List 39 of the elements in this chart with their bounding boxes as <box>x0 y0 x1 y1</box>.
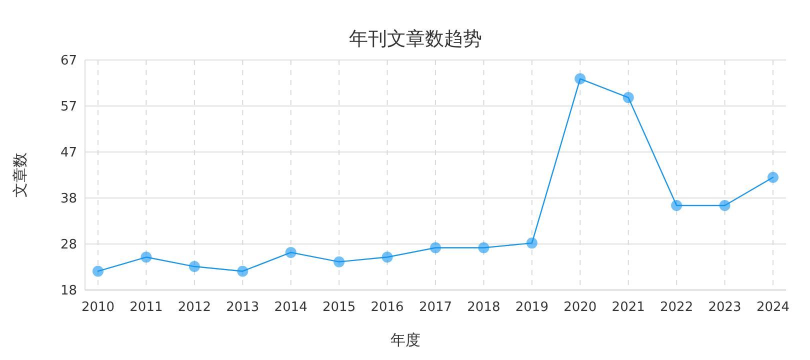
x-tick-label: 2021 <box>612 300 645 315</box>
x-tick-label: 2011 <box>130 300 163 315</box>
point <box>622 92 634 104</box>
point <box>285 246 296 258</box>
point <box>768 172 778 183</box>
x-tick-label: 2010 <box>81 300 115 315</box>
point <box>237 266 248 277</box>
x-tick-label: 2024 <box>756 300 790 315</box>
x-tick-label: 2017 <box>418 300 452 315</box>
x-tick-label: 2016 <box>370 300 404 315</box>
x-tick-label: 2019 <box>515 300 548 315</box>
point <box>574 73 586 84</box>
x-tick-label: 2015 <box>322 300 356 315</box>
point <box>478 242 490 254</box>
point <box>526 238 538 249</box>
y-axis-title: 文章数 <box>11 152 29 198</box>
y-tick-label: 57 <box>60 100 77 114</box>
point <box>430 242 441 254</box>
y-tick-label: 47 <box>60 146 77 160</box>
point <box>382 252 393 263</box>
y-tick-label: 28 <box>60 238 77 252</box>
y-tick-label: 67 <box>60 54 77 68</box>
x-tick-label: 2012 <box>178 300 211 315</box>
point <box>671 200 682 212</box>
point <box>188 261 200 272</box>
point <box>719 200 730 212</box>
chart-title: 年刊文章数趋势 <box>349 28 482 50</box>
x-tick-label: 2018 <box>467 300 500 315</box>
x-tick-label: 2014 <box>274 300 308 315</box>
x-tick-label: 2022 <box>660 300 694 315</box>
point <box>334 256 345 268</box>
x-tick-label: 2013 <box>226 300 260 315</box>
y-tick-label: 18 <box>60 284 77 298</box>
y-tick-label: 38 <box>60 192 77 206</box>
x-tick-label: 2020 <box>564 300 597 315</box>
point <box>140 252 152 263</box>
x-axis-title: 年度 <box>390 331 420 349</box>
point <box>92 266 104 277</box>
x-tick-label: 2023 <box>708 300 742 315</box>
